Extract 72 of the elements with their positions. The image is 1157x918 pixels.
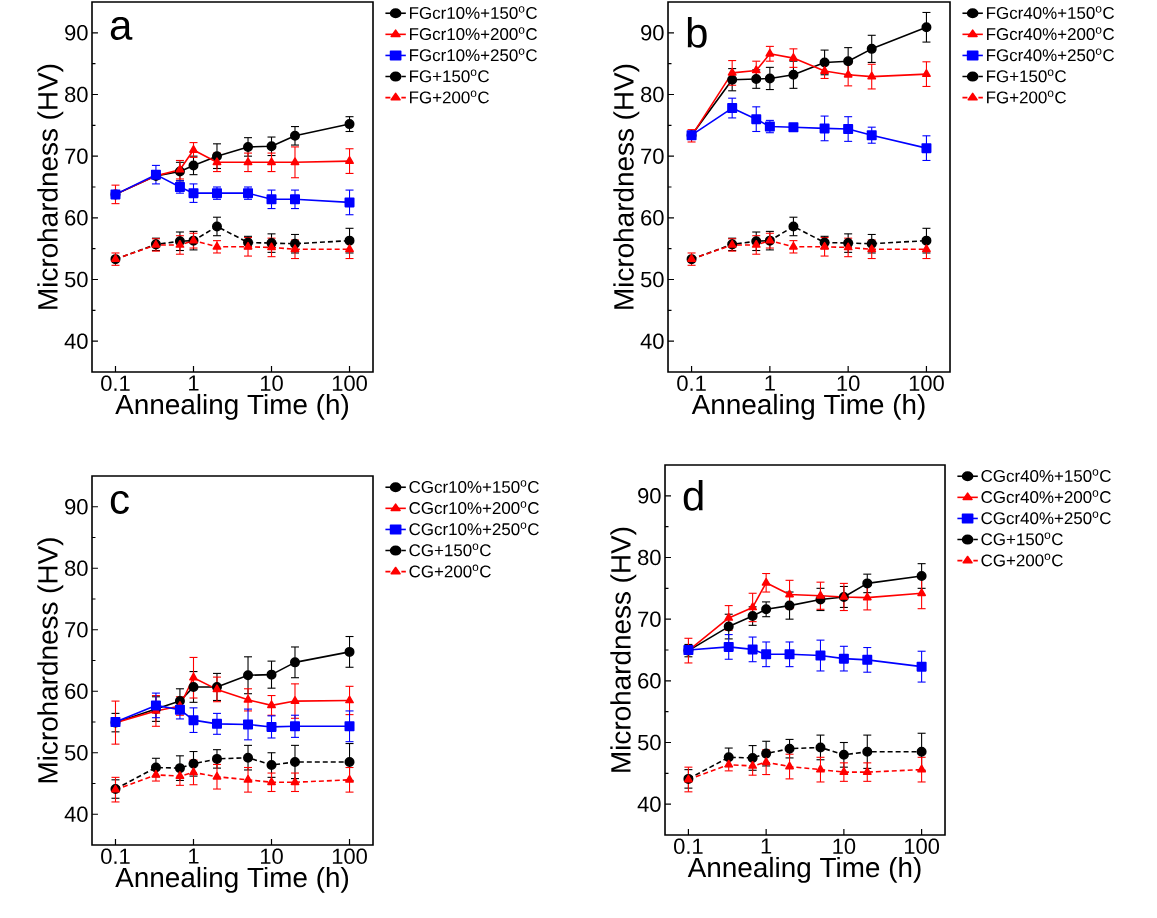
x-tick-label: 100 — [332, 848, 367, 865]
x-tick-label: 10 — [837, 375, 860, 392]
x-tick-label: 10 — [833, 838, 856, 855]
x-axis-title: Annealing Time (h) — [115, 866, 349, 893]
y-tick-label: 50 — [64, 271, 88, 288]
annotation: b — [687, 16, 707, 48]
y-tick-label: 70 — [641, 148, 664, 164]
y-tick-label: 80 — [65, 86, 88, 103]
y-tick-label: 60 — [641, 210, 664, 226]
y-tick-label: 90 — [641, 25, 664, 41]
x-tick-label: 1 — [765, 375, 775, 391]
y-tick-label: 80 — [65, 560, 88, 577]
x-axis-title: Annealing Time (h) — [115, 393, 349, 420]
x-tick-label: 100 — [909, 375, 944, 392]
x-tick-label: 1 — [761, 838, 772, 854]
legend-label: CG+200$^{o}$C — [981, 553, 1063, 567]
y-tick-label: 80 — [641, 86, 664, 103]
annotation: a — [110, 16, 133, 40]
legend-label: CGcr10%+150$^{o}$C — [409, 480, 539, 493]
y-tick-label: 50 — [64, 744, 88, 761]
y-axis-title: Microhardness (HV) — [37, 538, 64, 783]
x-tick-label: 0.1 — [101, 375, 130, 392]
y-tick-label: 60 — [638, 673, 661, 689]
x-tick-label: 0.1 — [677, 375, 706, 392]
y-tick-label: 40 — [640, 333, 664, 349]
legend-label: CG+150$^{o}$C — [981, 532, 1063, 546]
legend-label: FG+200$^{o}$C — [987, 90, 1067, 104]
annotation: d — [683, 479, 703, 511]
x-axis-title: Annealing Time (h) — [691, 393, 925, 420]
x-tick-label: 0.1 — [101, 848, 130, 865]
y-tick-label: 90 — [65, 498, 88, 515]
x-tick-label: 10 — [260, 848, 283, 865]
x-tick-label: 1 — [189, 375, 199, 391]
y-tick-label: 50 — [640, 271, 664, 288]
x-tick-label: 10 — [260, 375, 283, 392]
annotation: c — [110, 490, 129, 514]
y-axis-title: Microhardness (HV) — [613, 64, 640, 309]
y-tick-label: 40 — [64, 333, 88, 349]
x-tick-label: 100 — [905, 838, 940, 855]
legend-label: CG+200$^{o}$C — [409, 564, 491, 578]
y-tick-label: 90 — [638, 488, 661, 504]
legend-label: CGcr10%+200$^{o}$C — [409, 501, 539, 515]
y-tick-label: 40 — [637, 796, 661, 812]
y-tick-label: 90 — [65, 25, 88, 41]
y-axis-title: Microhardness (HV) — [37, 64, 64, 309]
legend-label: FG+150$^{o}$C — [987, 69, 1067, 83]
x-tick-label: 0.1 — [674, 838, 703, 855]
legend-label: CGcr10%+250$^{o}$C — [409, 522, 539, 536]
legend-label: FGcr10%+250$^{o}$C — [410, 48, 537, 62]
legend-label: FGcr10%+200$^{o}$C — [410, 27, 537, 41]
legend-label: CGcr40%+150$^{o}$C — [981, 469, 1111, 482]
legend-label: CG+150$^{o}$C — [409, 543, 491, 557]
legend-label: CGcr40%+200$^{o}$C — [981, 490, 1111, 504]
legend-label: FGcr40%+200$^{o}$C — [987, 27, 1115, 41]
legend-label: FG+200$^{o}$C — [410, 90, 489, 104]
y-tick-label: 70 — [65, 621, 88, 638]
legend-label: FGcr40%+150$^{o}$C — [987, 6, 1115, 19]
y-tick-label: 40 — [64, 806, 88, 823]
x-tick-label: 1 — [189, 848, 199, 864]
y-tick-label: 60 — [65, 683, 88, 700]
y-tick-label: 60 — [65, 210, 88, 226]
legend-label: FG+150$^{o}$C — [410, 69, 489, 83]
x-axis-title: Annealing Time (h) — [687, 856, 921, 883]
y-tick-label: 80 — [638, 549, 661, 566]
legend-label: CGcr40%+250$^{o}$C — [981, 511, 1111, 525]
x-tick-label: 100 — [332, 375, 367, 392]
legend-label: FGcr10%+150$^{o}$C — [410, 6, 537, 19]
y-axis-title: Microhardness (HV) — [610, 527, 637, 772]
legend-label: FGcr40%+250$^{o}$C — [987, 48, 1115, 62]
y-tick-label: 50 — [637, 734, 661, 751]
y-tick-label: 70 — [638, 611, 661, 627]
y-tick-label: 70 — [65, 148, 88, 164]
